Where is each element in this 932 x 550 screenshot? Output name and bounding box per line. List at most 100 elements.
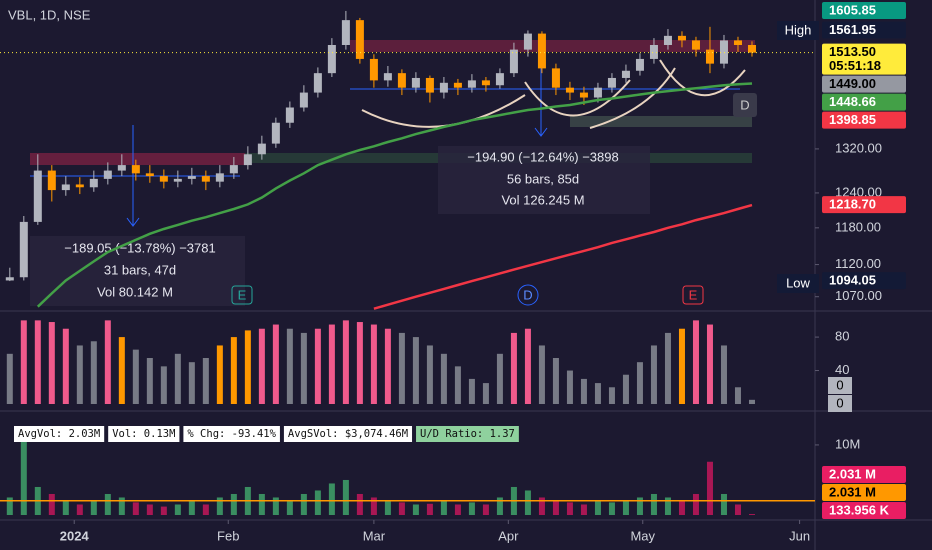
price-tag-label: 1605.85 bbox=[829, 2, 876, 17]
bar bbox=[482, 383, 489, 404]
bar bbox=[496, 497, 503, 515]
bar bbox=[370, 497, 377, 515]
price-tag bbox=[822, 272, 906, 290]
bar bbox=[426, 503, 433, 515]
bar bbox=[454, 504, 461, 515]
earnings-marker[interactable] bbox=[682, 285, 704, 305]
candle-body bbox=[257, 143, 266, 155]
bar bbox=[426, 345, 433, 404]
bar bbox=[748, 399, 755, 404]
bar bbox=[62, 500, 69, 515]
bar bbox=[118, 337, 125, 404]
volume-tag bbox=[822, 502, 906, 519]
bar bbox=[20, 320, 27, 404]
bar bbox=[272, 497, 279, 515]
x-tick-label: Feb bbox=[217, 528, 239, 543]
bar bbox=[384, 500, 391, 515]
dividend-marker-label: D bbox=[523, 287, 532, 302]
candle-body bbox=[145, 173, 154, 177]
bar bbox=[146, 358, 153, 404]
price-tag bbox=[822, 93, 906, 111]
candle-body bbox=[313, 73, 322, 93]
measure-text: Vol 80.142 M bbox=[97, 284, 173, 299]
bar bbox=[412, 504, 419, 515]
bar bbox=[6, 353, 13, 404]
bar bbox=[328, 324, 335, 404]
volume-tag bbox=[822, 484, 906, 501]
bar bbox=[62, 328, 69, 404]
bar bbox=[706, 324, 713, 404]
candle-body bbox=[103, 170, 112, 179]
bar bbox=[412, 337, 419, 404]
bar bbox=[174, 504, 181, 515]
x-tick-label: Mar bbox=[363, 528, 386, 543]
bar bbox=[300, 493, 307, 515]
candle-body bbox=[705, 49, 714, 64]
bar bbox=[174, 353, 181, 404]
bar bbox=[594, 383, 601, 404]
bar bbox=[104, 320, 111, 404]
bar bbox=[552, 358, 559, 404]
oscillator-tag bbox=[828, 377, 852, 394]
bar bbox=[538, 497, 545, 515]
candle-body bbox=[649, 44, 658, 59]
bar bbox=[650, 345, 657, 404]
candle-body bbox=[495, 73, 504, 86]
price-tag-label: 1218.70 bbox=[829, 197, 876, 212]
x-tick-label: Jun bbox=[789, 528, 810, 543]
bar bbox=[524, 328, 531, 404]
candle-body bbox=[425, 77, 434, 93]
bar bbox=[552, 500, 559, 515]
measure-text: −189.05 (−13.78%) −3781 bbox=[64, 240, 215, 255]
candle-body bbox=[75, 184, 84, 188]
demand-zone bbox=[570, 116, 752, 127]
y-tick-label: 10M bbox=[835, 436, 860, 451]
candle-body bbox=[509, 49, 518, 74]
measure-text: Vol 126.245 M bbox=[501, 192, 584, 207]
stat-box bbox=[416, 426, 519, 442]
bar bbox=[300, 332, 307, 404]
y-tick-label: 1320.00 bbox=[835, 140, 882, 155]
dividend-marker[interactable] bbox=[517, 284, 539, 306]
bar bbox=[496, 353, 503, 404]
candle-body bbox=[131, 165, 140, 174]
bar bbox=[342, 479, 349, 515]
dividend-marker[interactable] bbox=[733, 93, 757, 117]
bar bbox=[272, 324, 279, 404]
pattern-arc bbox=[589, 67, 676, 129]
bar bbox=[202, 358, 209, 404]
measure-text: 31 bars, 47d bbox=[104, 262, 176, 277]
stat-box bbox=[283, 426, 413, 442]
bar bbox=[636, 362, 643, 404]
bar bbox=[160, 506, 167, 515]
bar bbox=[650, 493, 657, 515]
high-box bbox=[777, 21, 819, 40]
bar bbox=[342, 320, 349, 404]
bar bbox=[34, 320, 41, 404]
candle-body bbox=[215, 173, 224, 182]
bar bbox=[230, 493, 237, 515]
bar bbox=[384, 328, 391, 404]
bar bbox=[440, 500, 447, 515]
candle-body bbox=[61, 184, 70, 191]
bar bbox=[468, 378, 475, 404]
bar bbox=[720, 493, 727, 515]
candle-body bbox=[229, 165, 238, 174]
candle-body bbox=[453, 82, 462, 88]
bar bbox=[524, 490, 531, 515]
candle-body bbox=[243, 154, 252, 166]
price-tag bbox=[822, 111, 906, 129]
high-label: High bbox=[785, 22, 812, 37]
stat-box bbox=[183, 426, 280, 442]
y-tick-label: 1120.00 bbox=[835, 256, 881, 271]
pattern-arc bbox=[659, 59, 746, 96]
volume-tag-label: 2.031 M bbox=[829, 466, 876, 481]
earnings-marker[interactable] bbox=[231, 285, 253, 305]
bar bbox=[678, 328, 685, 404]
candle-body bbox=[719, 40, 728, 64]
stat-label: AvgVol: 2.03M bbox=[18, 428, 100, 440]
x-tick-label: May bbox=[630, 528, 655, 543]
measure-box bbox=[30, 236, 245, 306]
price-tag bbox=[822, 1, 906, 19]
bar bbox=[734, 504, 741, 515]
